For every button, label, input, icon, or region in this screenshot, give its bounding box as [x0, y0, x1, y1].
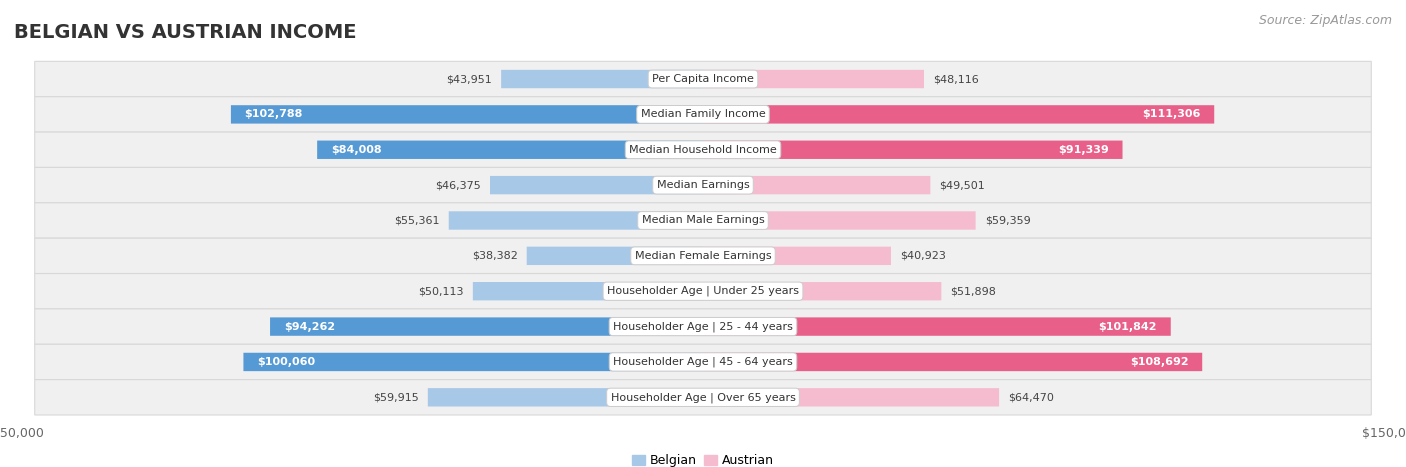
Text: $38,382: $38,382 [471, 251, 517, 261]
FancyBboxPatch shape [703, 282, 942, 300]
Text: $102,788: $102,788 [245, 109, 304, 120]
FancyBboxPatch shape [35, 97, 1371, 132]
Text: Householder Age | Under 25 years: Householder Age | Under 25 years [607, 286, 799, 297]
FancyBboxPatch shape [35, 132, 1371, 168]
FancyBboxPatch shape [703, 353, 1202, 371]
Text: BELGIAN VS AUSTRIAN INCOME: BELGIAN VS AUSTRIAN INCOME [14, 23, 357, 42]
Text: $84,008: $84,008 [330, 145, 381, 155]
FancyBboxPatch shape [270, 318, 703, 336]
FancyBboxPatch shape [703, 318, 1171, 336]
Text: $64,470: $64,470 [1008, 392, 1054, 402]
FancyBboxPatch shape [318, 141, 703, 159]
Text: $101,842: $101,842 [1098, 322, 1157, 332]
Text: $50,113: $50,113 [418, 286, 464, 296]
Text: $59,359: $59,359 [984, 215, 1031, 226]
FancyBboxPatch shape [243, 353, 703, 371]
Text: $48,116: $48,116 [934, 74, 979, 84]
FancyBboxPatch shape [231, 105, 703, 124]
Legend: Belgian, Austrian: Belgian, Austrian [627, 449, 779, 467]
FancyBboxPatch shape [703, 176, 931, 194]
Text: $40,923: $40,923 [900, 251, 946, 261]
Text: Median Family Income: Median Family Income [641, 109, 765, 120]
FancyBboxPatch shape [35, 61, 1371, 97]
FancyBboxPatch shape [472, 282, 703, 300]
Text: $55,361: $55,361 [394, 215, 440, 226]
Text: Householder Age | 25 - 44 years: Householder Age | 25 - 44 years [613, 321, 793, 332]
Text: $108,692: $108,692 [1130, 357, 1188, 367]
FancyBboxPatch shape [703, 247, 891, 265]
Text: $111,306: $111,306 [1142, 109, 1201, 120]
Text: Median Household Income: Median Household Income [628, 145, 778, 155]
FancyBboxPatch shape [703, 211, 976, 230]
FancyBboxPatch shape [703, 141, 1122, 159]
FancyBboxPatch shape [491, 176, 703, 194]
Text: $49,501: $49,501 [939, 180, 986, 190]
Text: Householder Age | 45 - 64 years: Householder Age | 45 - 64 years [613, 357, 793, 367]
Text: $46,375: $46,375 [434, 180, 481, 190]
FancyBboxPatch shape [35, 238, 1371, 274]
Text: Median Male Earnings: Median Male Earnings [641, 215, 765, 226]
FancyBboxPatch shape [703, 70, 924, 88]
Text: Source: ZipAtlas.com: Source: ZipAtlas.com [1258, 14, 1392, 27]
FancyBboxPatch shape [449, 211, 703, 230]
FancyBboxPatch shape [35, 168, 1371, 203]
FancyBboxPatch shape [35, 203, 1371, 238]
Text: $100,060: $100,060 [257, 357, 315, 367]
Text: $91,339: $91,339 [1057, 145, 1109, 155]
FancyBboxPatch shape [427, 388, 703, 406]
FancyBboxPatch shape [527, 247, 703, 265]
FancyBboxPatch shape [35, 309, 1371, 344]
Text: Householder Age | Over 65 years: Householder Age | Over 65 years [610, 392, 796, 403]
FancyBboxPatch shape [35, 380, 1371, 415]
FancyBboxPatch shape [35, 344, 1371, 380]
Text: Median Female Earnings: Median Female Earnings [634, 251, 772, 261]
FancyBboxPatch shape [703, 105, 1215, 124]
Text: Median Earnings: Median Earnings [657, 180, 749, 190]
Text: $43,951: $43,951 [446, 74, 492, 84]
Text: $59,915: $59,915 [373, 392, 419, 402]
FancyBboxPatch shape [35, 274, 1371, 309]
FancyBboxPatch shape [703, 388, 1000, 406]
Text: $51,898: $51,898 [950, 286, 997, 296]
Text: Per Capita Income: Per Capita Income [652, 74, 754, 84]
Text: $94,262: $94,262 [284, 322, 335, 332]
FancyBboxPatch shape [501, 70, 703, 88]
